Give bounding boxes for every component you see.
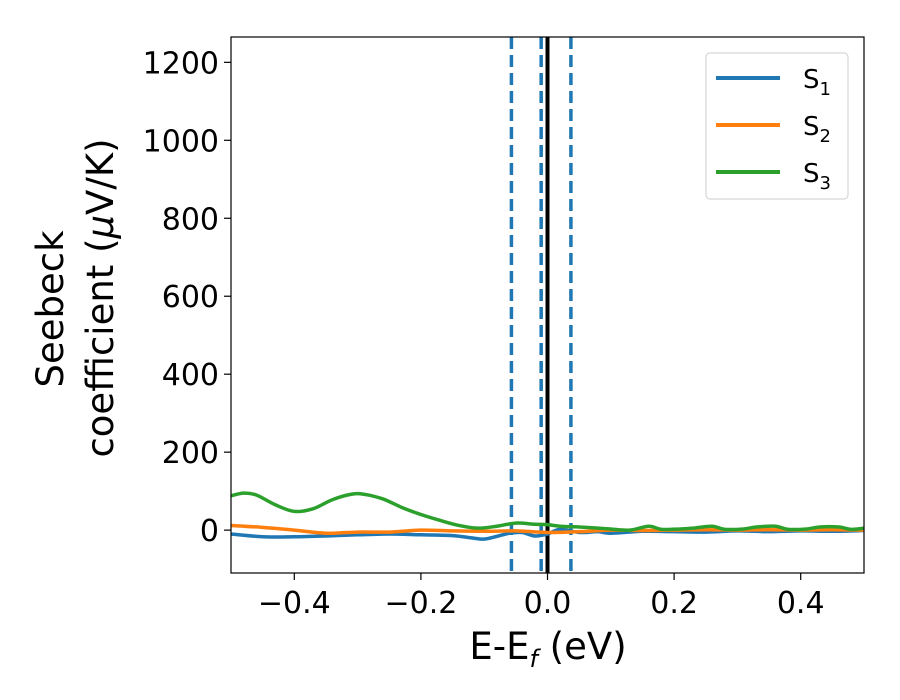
y-axis-title-line1: Seebeck — [29, 230, 72, 388]
legend: S1 S2 S3 — [705, 52, 849, 200]
y-tick-label: 400 — [162, 358, 219, 393]
y-tick-label: 1000 — [143, 124, 219, 159]
legend-label-s1: S1 — [803, 65, 831, 100]
x-tick-label: 0.4 — [777, 586, 825, 621]
y-tick-label: 800 — [162, 202, 219, 237]
series-line-s2 — [231, 523, 864, 536]
y-tick-label: 200 — [162, 436, 219, 471]
x-tick-label: 0.0 — [524, 586, 572, 621]
x-axis-title-unit: (eV) — [538, 625, 627, 668]
y-tick-label: 600 — [162, 280, 219, 315]
x-ticks: −0.4 −0.2 0.0 0.2 0.4 — [258, 573, 825, 621]
y-axis-title-prefix: coefficient ( — [79, 238, 122, 457]
vertical-lines — [509, 37, 573, 573]
y-axis-title-mu: μ — [79, 215, 122, 240]
y-tick-label: 0 — [200, 514, 219, 549]
x-axis-title-main: E-E — [469, 625, 529, 668]
y-axis-title: Seebeck coefficient (μV/K) — [29, 138, 122, 457]
y-axis-title-line2: coefficient (μV/K) — [79, 138, 122, 457]
x-axis-title: E-Ef (eV) — [469, 625, 626, 673]
x-tick-label: −0.4 — [258, 586, 331, 621]
legend-label-s3: S3 — [803, 159, 831, 194]
y-tick-label: 1200 — [143, 46, 219, 81]
legend-label-s2: S2 — [803, 112, 831, 147]
y-ticks: 0 200 400 600 800 1000 1200 — [143, 46, 231, 549]
y-axis-title-suffix: V/K) — [79, 138, 122, 214]
series-line-s3 — [231, 491, 864, 532]
series-lines — [231, 491, 864, 541]
x-tick-label: −0.2 — [384, 586, 457, 621]
x-tick-label: 0.2 — [650, 586, 698, 621]
